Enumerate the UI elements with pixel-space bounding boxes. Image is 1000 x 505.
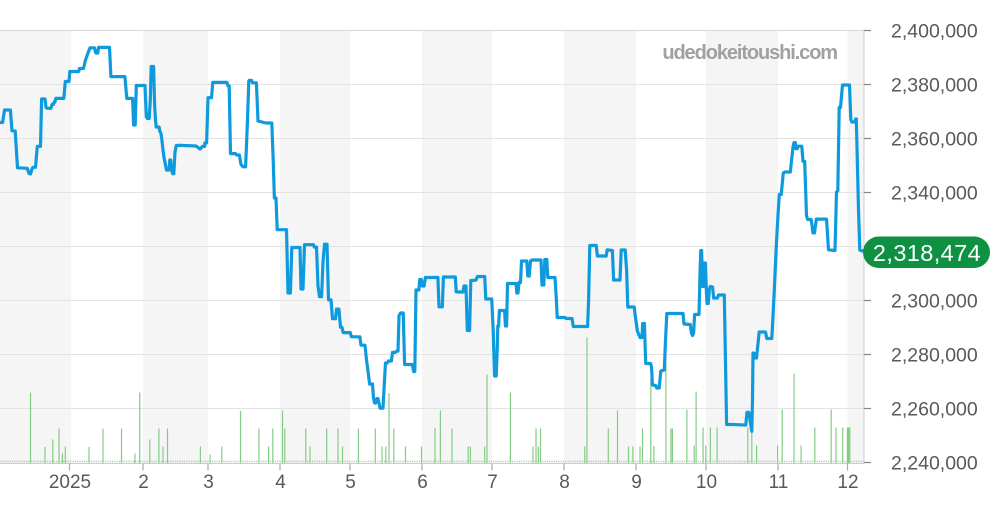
svg-text:6: 6 [417, 472, 428, 493]
svg-text:2,340,000: 2,340,000 [891, 182, 978, 204]
svg-text:2,280,000: 2,280,000 [891, 344, 978, 366]
svg-text:10: 10 [696, 472, 717, 493]
svg-text:5: 5 [345, 472, 356, 493]
svg-text:2,400,000: 2,400,000 [891, 20, 978, 42]
svg-text:2: 2 [138, 472, 149, 493]
svg-text:7: 7 [487, 472, 498, 493]
svg-text:3: 3 [203, 472, 214, 493]
svg-text:4: 4 [275, 472, 286, 493]
svg-text:2,360,000: 2,360,000 [891, 128, 978, 150]
svg-text:udedokeitoushi.com: udedokeitoushi.com [662, 42, 837, 64]
svg-text:8: 8 [559, 472, 570, 493]
svg-text:2025: 2025 [49, 472, 91, 493]
svg-text:2,380,000: 2,380,000 [891, 74, 978, 96]
svg-text:12: 12 [837, 472, 858, 493]
svg-text:2,300,000: 2,300,000 [891, 290, 978, 312]
svg-text:9: 9 [631, 472, 642, 493]
svg-text:2,240,000: 2,240,000 [891, 452, 978, 474]
svg-text:2,260,000: 2,260,000 [891, 398, 978, 420]
svg-text:11: 11 [769, 472, 789, 493]
svg-text:2,318,474: 2,318,474 [873, 240, 981, 266]
